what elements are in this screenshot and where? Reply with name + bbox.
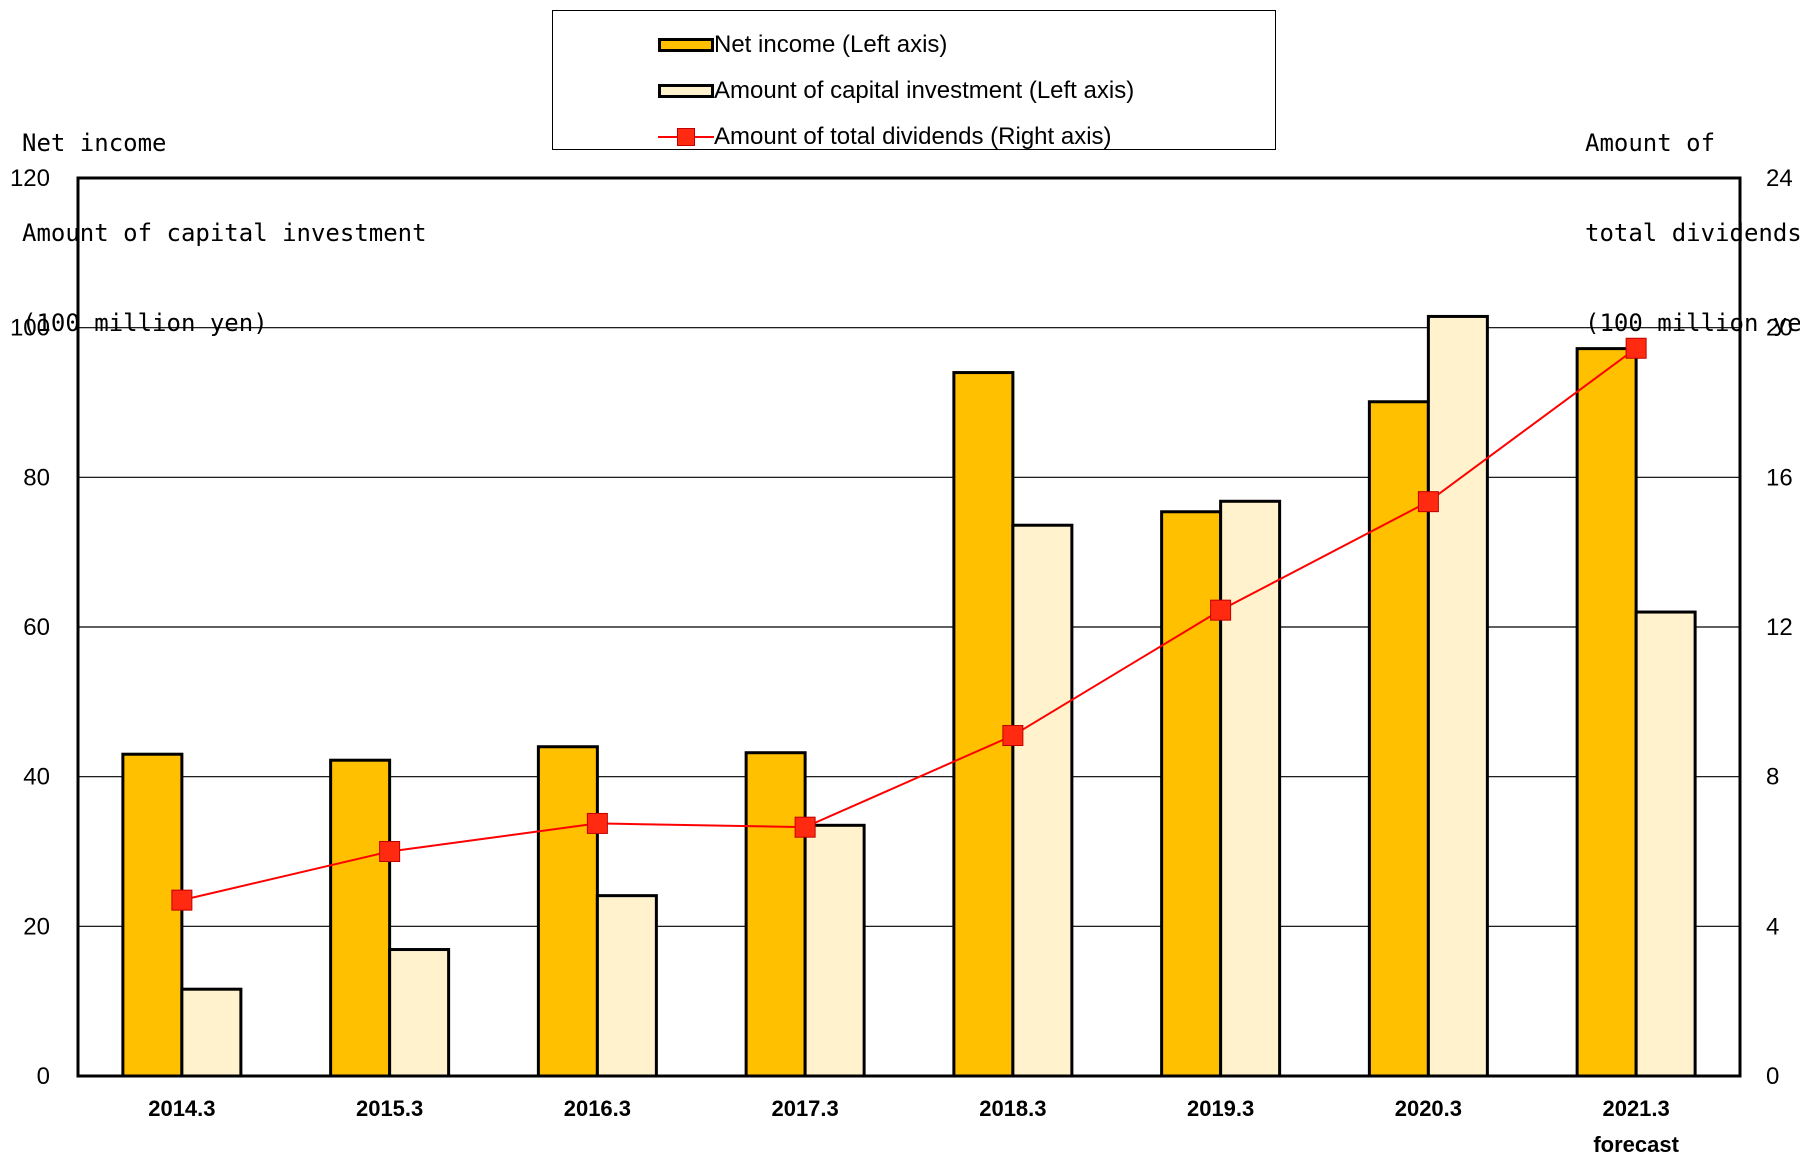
x-tick-label: 2014.3 [148, 1096, 215, 1121]
bar-net-income [536, 745, 599, 1078]
plot-border [76, 176, 1742, 1078]
bar-capital-investment [1426, 314, 1489, 1078]
bar-capital-investment [595, 894, 658, 1078]
bar-net-income [952, 371, 1015, 1078]
legend-label-dividends: Amount of total dividends (Right axis) [714, 123, 1112, 150]
right-axis-title: Amount of total dividends (100 million y… [1585, 68, 1800, 368]
bar-capital-investment [388, 948, 451, 1078]
legend-item-dividends: Amount of total dividends (Right axis) [658, 122, 1112, 152]
legend-label-net-income: Net income (Left axis) [714, 31, 948, 58]
dividend-point [1625, 337, 1647, 359]
x-tick-label: 2021.3 [1602, 1096, 1669, 1121]
dividend-point [586, 812, 608, 834]
x-tick-label: 2018.3 [979, 1096, 1046, 1121]
bar-net-income [1575, 347, 1638, 1078]
right-tick-label: 24 [1766, 165, 1793, 192]
dividend-point [1002, 725, 1024, 747]
x-tick-label: 2015.3 [356, 1096, 423, 1121]
bar-capital-investment [803, 823, 866, 1078]
bar-net-income [744, 751, 807, 1078]
left-axis-title-line-2: Amount of capital investment [22, 219, 427, 247]
bar-capital-investment [180, 987, 243, 1078]
chart-legend: Net income (Left axis) Amount of capital… [552, 10, 1276, 150]
left-tick-label: 120 [10, 165, 50, 192]
left-axis-title-line-3: (100 million yen) [22, 309, 268, 337]
dividend-line [171, 337, 1647, 911]
right-tick-label: 16 [1766, 464, 1793, 491]
right-tick-label: 0 [1766, 1063, 1779, 1090]
x-tick-label: 2017.3 [771, 1096, 838, 1121]
legend-label-capex: Amount of capital investment (Left axis) [714, 77, 1135, 104]
gridlines [78, 327, 1740, 927]
bars [121, 314, 1697, 1078]
legend-swatch-net-income [658, 38, 714, 52]
bar-net-income [1160, 510, 1223, 1078]
bar-capital-investment [1219, 499, 1282, 1078]
left-tick-label: 40 [23, 764, 50, 791]
dividend-point [379, 841, 401, 862]
x-tick-label: 2016.3 [564, 1096, 631, 1121]
bar-capital-investment [1011, 523, 1074, 1078]
plot-frame [76, 176, 1742, 1078]
left-tick-label: 60 [23, 614, 50, 641]
left-axis-title-line-1: Net income [22, 129, 167, 157]
right-tick-label: 4 [1766, 913, 1779, 940]
left-tick-label: 80 [23, 464, 50, 491]
right-tick-label: 12 [1766, 614, 1793, 641]
left-tick-label: 20 [23, 913, 50, 940]
x-tick-label: 2019.3 [1187, 1096, 1254, 1121]
dividend-point [1417, 491, 1439, 513]
legend-item-net-income: Net income (Left axis) [658, 30, 947, 60]
right-tick-label: 20 [1766, 315, 1793, 342]
bar-capital-investment [1634, 610, 1697, 1078]
dividend-point [171, 889, 193, 911]
right-axis-title-line-2: total dividends [1585, 219, 1800, 247]
axis-labels: 0 20 40 60 80 100 120 0 4 8 12 16 20 24 2014.3 2015.3 20… [10, 165, 1793, 1157]
dividend-point [794, 816, 816, 838]
left-axis-title: Net income Amount of capital investment … [22, 68, 427, 368]
right-axis-title-line-3: (100 million yen) [1585, 309, 1800, 337]
bar-net-income [121, 752, 184, 1078]
x-tick-note: forecast [1593, 1132, 1679, 1157]
left-tick-label: 0 [37, 1063, 50, 1090]
dividend-series-line [181, 347, 1637, 902]
right-tick-label: 8 [1766, 764, 1779, 791]
right-axis-title-line-1: Amount of [1585, 129, 1716, 157]
dividend-point [1210, 599, 1232, 621]
left-tick-label: 100 [10, 315, 50, 342]
x-tick-label: 2020.3 [1395, 1096, 1462, 1121]
bar-net-income [329, 758, 392, 1078]
legend-swatch-capex [658, 84, 714, 98]
legend-swatch-dividends [658, 122, 714, 152]
legend-item-capex: Amount of capital investment (Left axis) [658, 76, 1134, 106]
